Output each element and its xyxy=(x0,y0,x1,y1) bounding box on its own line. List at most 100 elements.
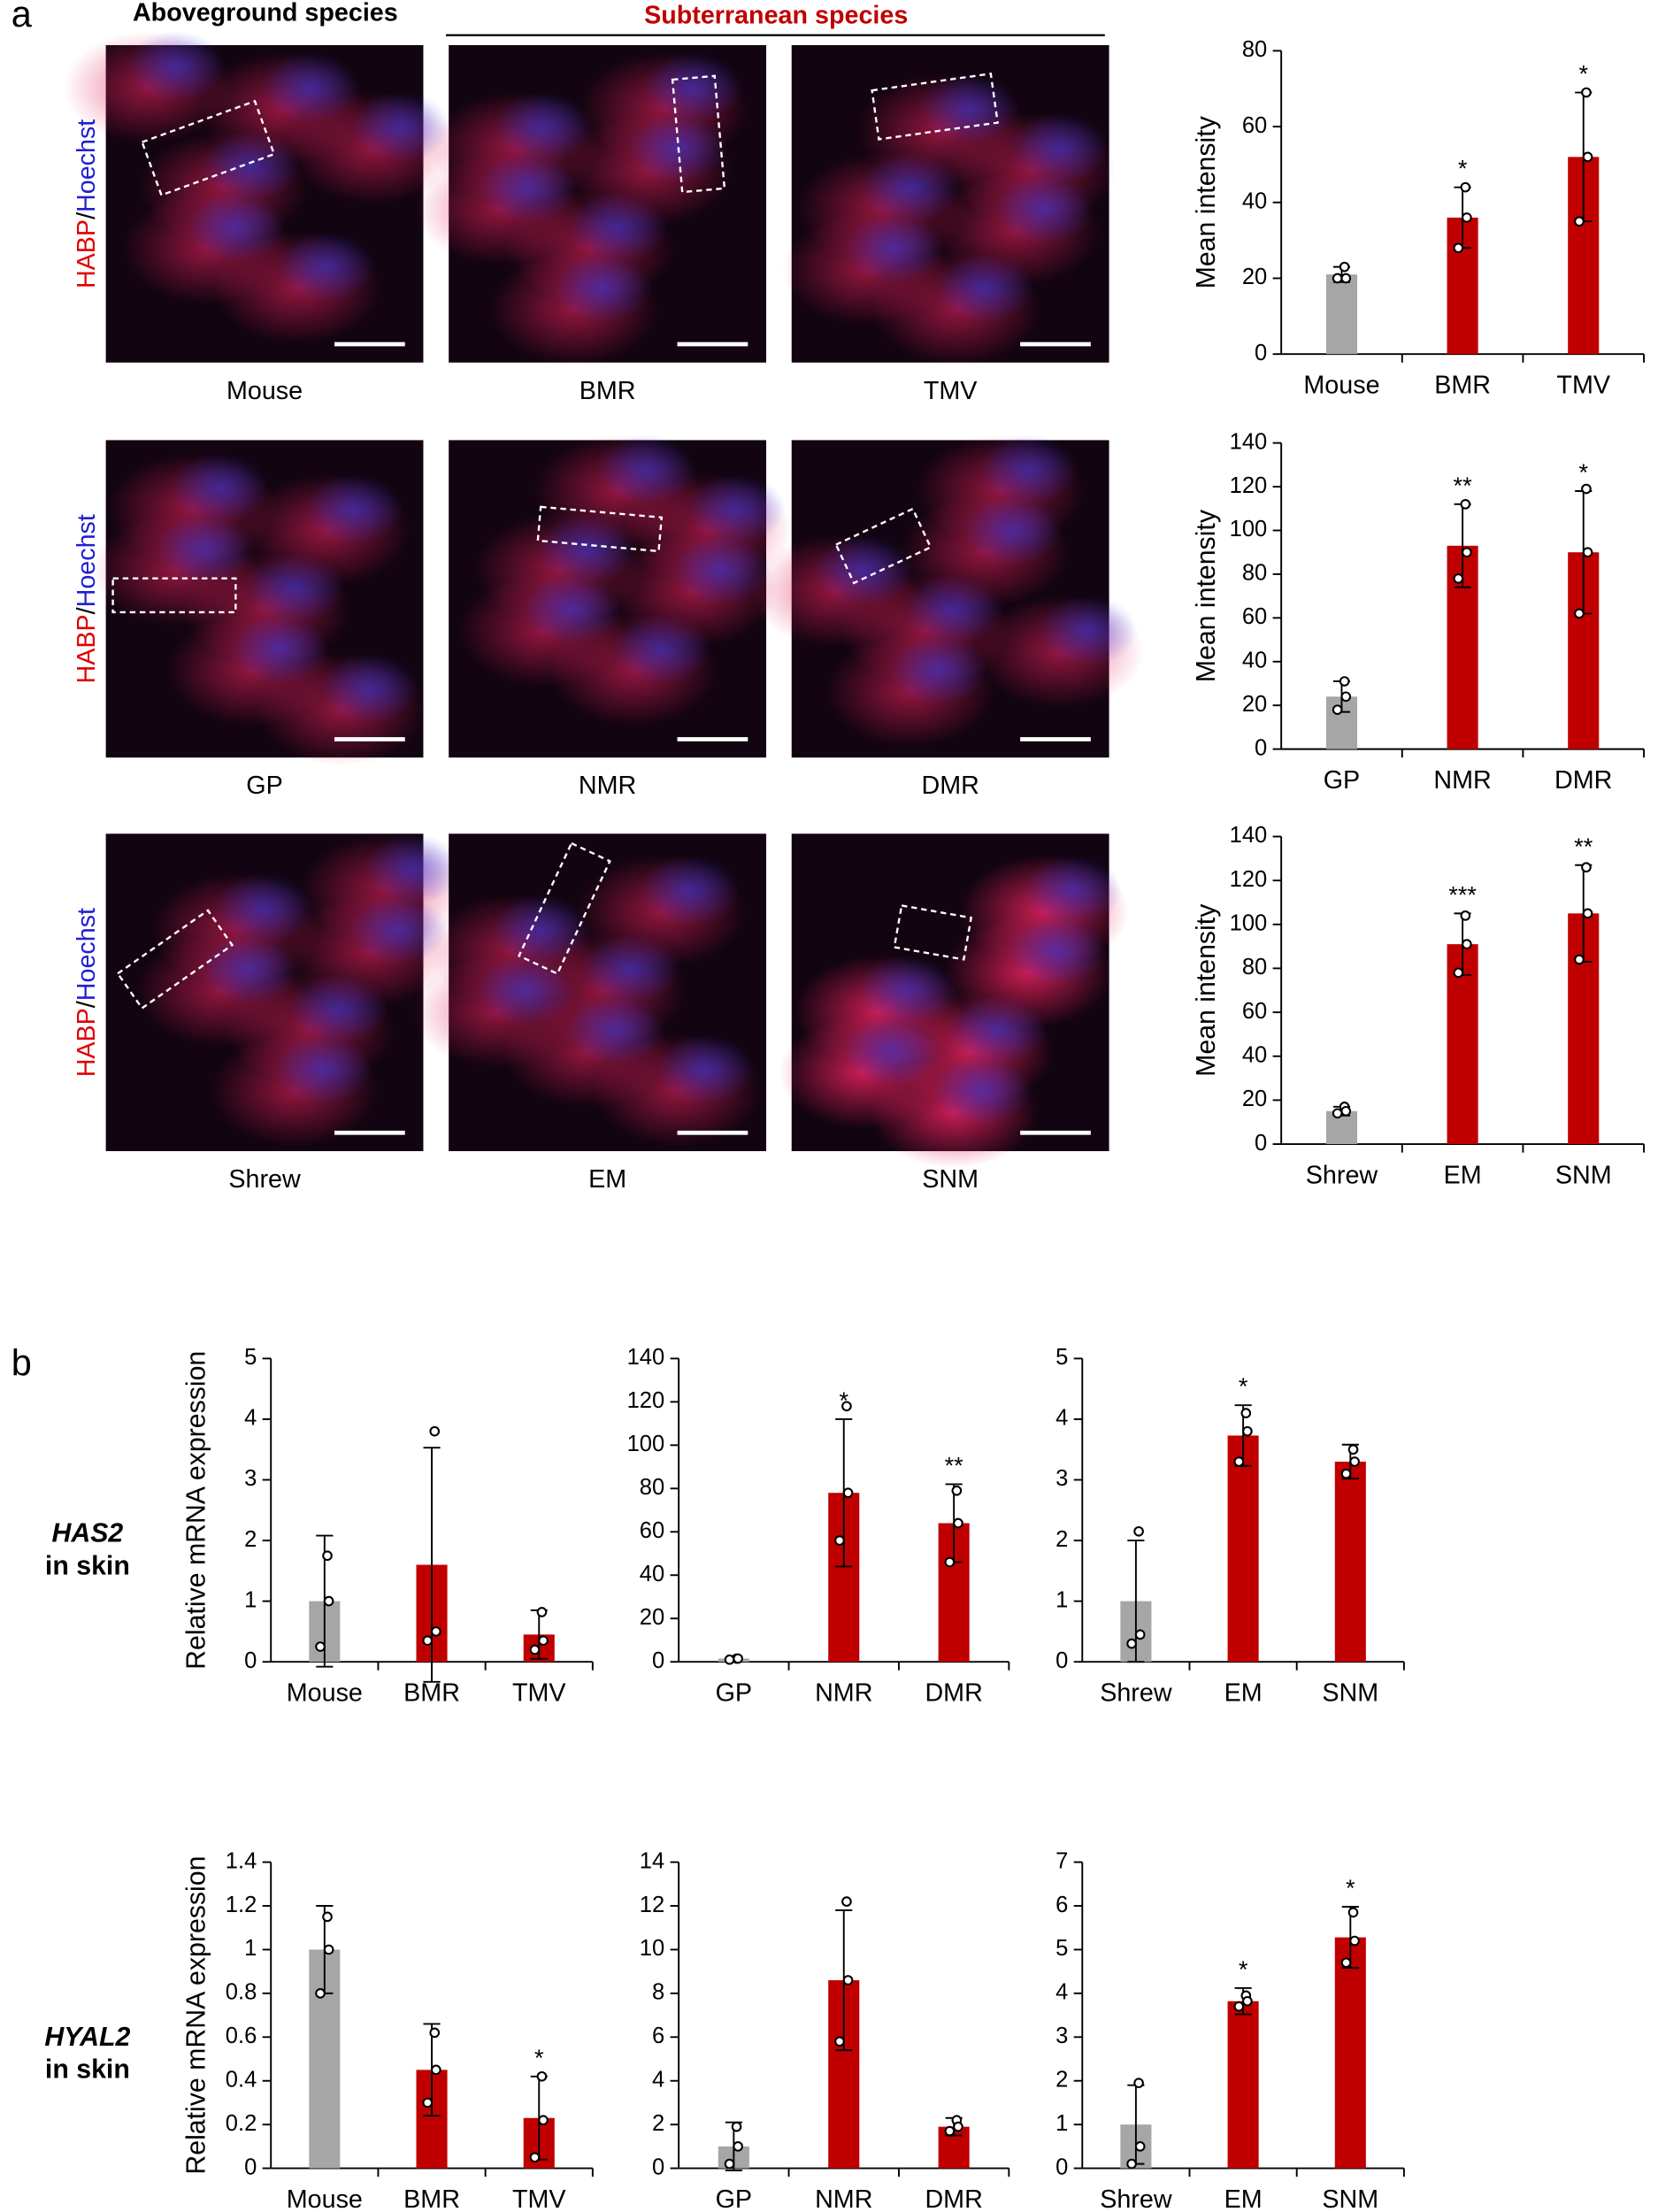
data-point xyxy=(1240,1408,1252,1418)
bar xyxy=(1334,1461,1366,1663)
nuclei xyxy=(963,495,1063,566)
y-tick-label: 20 xyxy=(1242,1087,1267,1111)
micrograph xyxy=(91,440,426,766)
nuclei xyxy=(1023,855,1122,926)
data-point xyxy=(1462,547,1472,558)
stain-part: Hoechst xyxy=(72,514,100,607)
micrograph xyxy=(411,833,767,1152)
gene-name: HAS2 xyxy=(51,1519,123,1548)
x-tick-label: EM xyxy=(1224,1678,1263,1707)
y-tick-label: 6 xyxy=(1055,1893,1068,1917)
data-point xyxy=(1582,908,1593,919)
y-tick-label: 120 xyxy=(627,1388,665,1413)
micrograph xyxy=(779,833,1129,1169)
stain-part: Hoechst xyxy=(72,119,100,212)
bar xyxy=(1325,1110,1358,1145)
y-tick-label: 100 xyxy=(1230,911,1268,936)
data-point xyxy=(323,1944,334,1955)
y-tick-label: 8 xyxy=(652,1980,664,2005)
nuclei xyxy=(214,872,314,944)
roi-box xyxy=(834,507,933,585)
data-point xyxy=(944,1556,956,1568)
bar xyxy=(1334,1937,1366,2169)
y-tick-label: 60 xyxy=(1242,999,1267,1024)
y-tick-label: 1.4 xyxy=(226,1848,257,1873)
nuclei xyxy=(276,231,376,303)
data-point xyxy=(538,1635,549,1647)
data-point xyxy=(944,2125,956,2137)
nuclei xyxy=(643,51,742,123)
roi-box xyxy=(871,72,999,141)
micrograph xyxy=(414,45,767,365)
nuclei xyxy=(1007,915,1107,987)
nuclei xyxy=(155,513,255,585)
x-tick-label: TMV xyxy=(512,1678,566,1707)
y-tick-label: 60 xyxy=(1242,113,1267,138)
y-tick-label: 80 xyxy=(1242,561,1267,586)
roi-box xyxy=(518,841,611,976)
significance: *** xyxy=(1448,880,1477,908)
nuclei xyxy=(304,473,404,545)
bar xyxy=(1325,274,1358,355)
nuclei xyxy=(229,613,329,685)
y-tick-label: 3 xyxy=(1055,1466,1068,1491)
nuclei xyxy=(919,73,1019,144)
data-point xyxy=(1340,1105,1352,1117)
micrograph xyxy=(781,45,1117,365)
data-point xyxy=(1339,261,1350,273)
x-tick-label: BMR xyxy=(403,1678,460,1707)
data-point xyxy=(841,1896,852,1907)
micrograph xyxy=(105,833,471,1152)
nuclei xyxy=(641,855,740,926)
y-tick-label: 1 xyxy=(1055,1587,1068,1612)
y-tick-label: 100 xyxy=(1230,517,1268,541)
image-label: SNM xyxy=(922,1165,979,1194)
stain-part: / xyxy=(72,212,100,219)
stain-part: HABP xyxy=(72,1008,100,1077)
nuclei xyxy=(348,894,448,965)
y-tick-label: 0 xyxy=(652,1648,664,1673)
data-point xyxy=(315,1988,326,1999)
x-tick-label: Mouse xyxy=(287,2185,363,2212)
significance: ** xyxy=(1574,833,1593,860)
data-point xyxy=(1460,910,1471,921)
x-tick-label: SNM xyxy=(1322,1678,1378,1707)
y-tick-label: 20 xyxy=(1242,265,1267,289)
data-point xyxy=(429,1425,441,1437)
nuclei xyxy=(273,1033,373,1105)
nuclei xyxy=(186,191,286,263)
roi-box xyxy=(116,909,234,1010)
y-tick-label: 10 xyxy=(640,1936,664,1961)
stain-part: / xyxy=(72,1001,100,1008)
y-tick-label: 140 xyxy=(1230,823,1268,848)
y-tick-label: 0 xyxy=(244,1648,257,1673)
data-point xyxy=(536,2070,548,2082)
nuclei xyxy=(261,51,360,123)
x-tick-label: EM xyxy=(1224,2185,1263,2212)
nuclei xyxy=(672,534,771,605)
y-tick-label: 14 xyxy=(640,1848,664,1873)
y-tick-label: 0 xyxy=(1255,341,1267,365)
y-tick-label: 1 xyxy=(244,1587,257,1612)
x-tick-label: BMR xyxy=(1434,371,1491,399)
data-point xyxy=(1332,704,1343,715)
micrograph xyxy=(449,434,794,758)
y-tick-label: 0 xyxy=(1055,2154,1068,2179)
y-tick-label: 5 xyxy=(1055,1345,1068,1370)
stain-label: HABP/Hoechst xyxy=(72,514,100,683)
x-tick-label: EM xyxy=(1444,1161,1482,1189)
nuclei xyxy=(627,112,727,184)
y-tick-label: 80 xyxy=(1242,37,1267,62)
x-tick-label: SNM xyxy=(1322,2185,1378,2212)
data-point xyxy=(1582,547,1593,558)
y-axis-label: Mean intensity xyxy=(1192,115,1221,288)
data-point xyxy=(1233,2001,1245,2012)
data-point xyxy=(529,2152,541,2163)
image-label: TMV xyxy=(924,377,978,405)
nuclei xyxy=(478,152,578,223)
data-point xyxy=(322,1550,333,1562)
nuclei xyxy=(1009,112,1109,184)
y-tick-label: 20 xyxy=(640,1605,664,1630)
image-label: EM xyxy=(588,1165,626,1194)
stain-part: HABP xyxy=(72,219,100,288)
